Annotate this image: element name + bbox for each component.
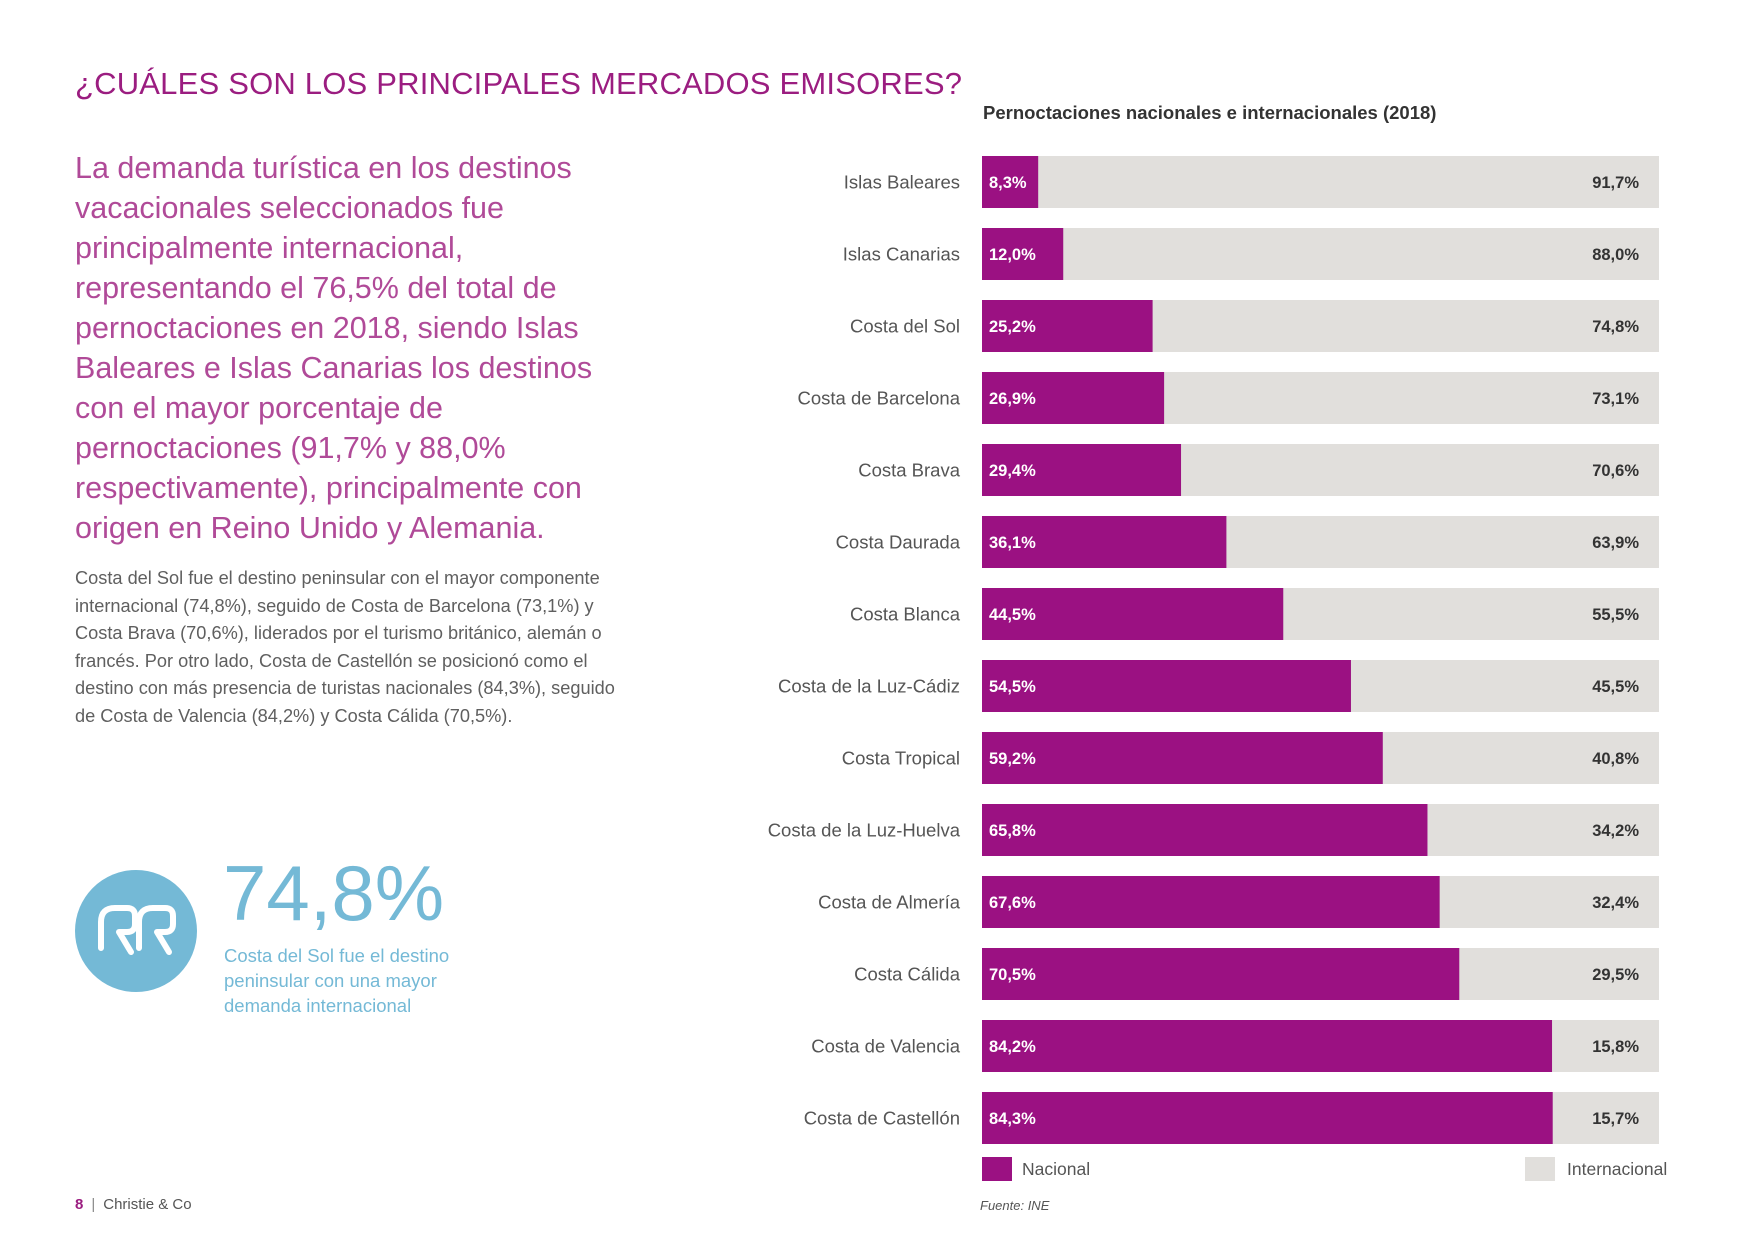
bar-nacional [982, 372, 1165, 424]
label-internacional: 74,8% [1592, 318, 1639, 336]
category-label: Costa de Valencia [811, 1036, 960, 1057]
label-internacional: 34,2% [1592, 822, 1639, 840]
bar-nacional [982, 300, 1153, 352]
label-nacional: 65,8% [989, 822, 1036, 840]
category-label: Costa de Barcelona [798, 388, 961, 409]
legend-label-nacional: Nacional [1022, 1159, 1090, 1179]
quote-icon [75, 870, 197, 992]
footer: 8 | Christie & Co [75, 1196, 192, 1213]
category-label: Costa Tropical [842, 748, 960, 769]
category-label: Costa del Sol [850, 316, 960, 337]
footer-separator: | [91, 1196, 96, 1213]
body-paragraph: Costa del Sol fue el destino peninsular … [75, 568, 615, 726]
stat-caption: Costa del Sol fue el destino peninsular … [224, 945, 450, 1016]
bar-nacional [982, 948, 1460, 1000]
label-internacional: 32,4% [1592, 894, 1639, 912]
label-internacional: 91,7% [1592, 174, 1639, 192]
label-nacional: 84,2% [989, 1038, 1036, 1056]
legend-swatch-internacional [1525, 1157, 1555, 1181]
label-nacional: 44,5% [989, 606, 1036, 624]
category-label: Costa Cálida [854, 964, 961, 985]
stat-value: 74,8% [223, 849, 445, 937]
label-nacional: 54,5% [989, 678, 1036, 696]
label-nacional: 67,6% [989, 894, 1036, 912]
category-label: Costa Daurada [836, 532, 961, 553]
label-nacional: 8,3% [989, 174, 1027, 192]
label-internacional: 73,1% [1592, 390, 1639, 408]
label-internacional: 70,6% [1592, 462, 1639, 480]
category-label: Costa de Castellón [804, 1108, 960, 1129]
category-label: Costa de la Luz-Huelva [768, 820, 961, 841]
label-nacional: 12,0% [989, 246, 1036, 264]
bar-internacional [982, 228, 1659, 280]
label-nacional: 36,1% [989, 534, 1036, 552]
label-nacional: 84,3% [989, 1110, 1036, 1128]
label-internacional: 45,5% [1592, 678, 1639, 696]
label-nacional: 25,2% [989, 318, 1036, 336]
bar-nacional [982, 444, 1182, 496]
bar-nacional [982, 804, 1428, 856]
label-internacional: 15,7% [1592, 1110, 1639, 1128]
label-nacional: 59,2% [989, 750, 1036, 768]
label-internacional: 88,0% [1592, 246, 1639, 264]
bar-internacional [982, 156, 1659, 208]
category-label: Costa de Almería [818, 892, 961, 913]
chart-title: Pernoctaciones nacionales e internaciona… [983, 102, 1437, 123]
bar-nacional [982, 732, 1383, 784]
page-number: 8 [75, 1196, 84, 1213]
label-nacional: 70,5% [989, 966, 1036, 984]
source-note: Fuente: INE [980, 1198, 1050, 1213]
label-internacional: 40,8% [1592, 750, 1639, 768]
lead-paragraph: La demanda turística en los destinos vac… [75, 151, 593, 545]
label-internacional: 55,5% [1592, 606, 1639, 624]
label-internacional: 15,8% [1592, 1038, 1639, 1056]
label-internacional: 63,9% [1592, 534, 1639, 552]
category-label: Islas Canarias [843, 244, 960, 265]
category-label: Costa de la Luz-Cádiz [778, 676, 960, 697]
bar-nacional [982, 228, 1064, 280]
page-title: ¿CUÁLES SON LOS PRINCIPALES MERCADOS EMI… [75, 66, 963, 101]
category-label: Costa Blanca [850, 604, 961, 625]
bar-nacional [982, 1092, 1553, 1144]
category-label: Islas Baleares [844, 172, 960, 193]
bar-nacional [982, 588, 1284, 640]
category-label: Costa Brava [858, 460, 961, 481]
bar-nacional [982, 876, 1440, 928]
bar-nacional [982, 660, 1351, 712]
label-internacional: 29,5% [1592, 966, 1639, 984]
legend-swatch-nacional [982, 1157, 1012, 1181]
label-nacional: 26,9% [989, 390, 1036, 408]
legend-label-internacional: Internacional [1567, 1159, 1667, 1179]
bar-nacional [982, 156, 1039, 208]
brand-name: Christie & Co [103, 1196, 192, 1213]
bar-nacional [982, 1020, 1553, 1072]
label-nacional: 29,4% [989, 462, 1036, 480]
bar-nacional [982, 516, 1227, 568]
